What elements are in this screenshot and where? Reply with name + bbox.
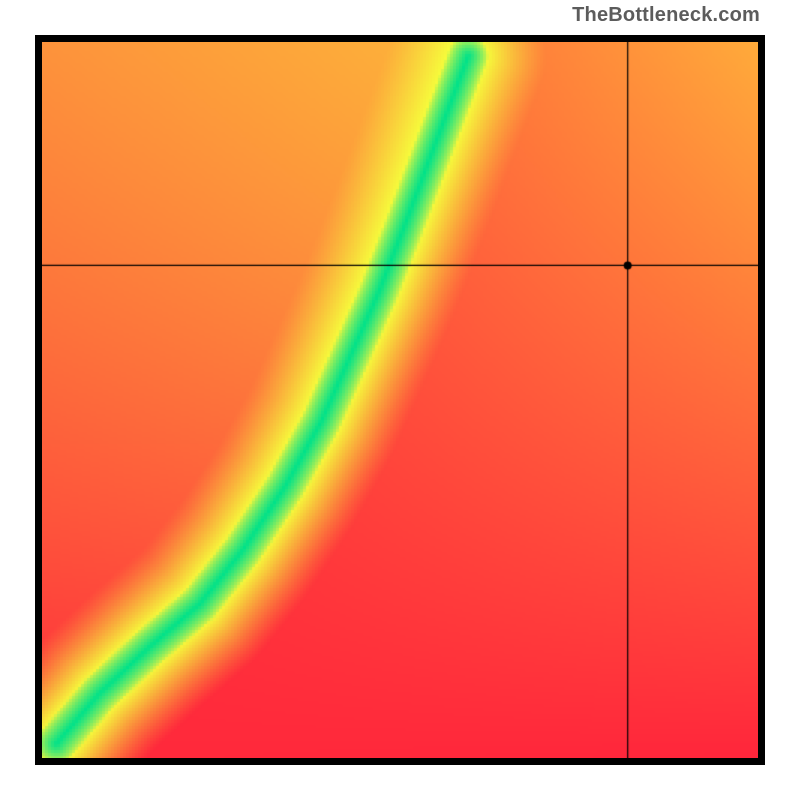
watermark-text: TheBottleneck.com [572, 4, 760, 27]
heatmap-canvas [42, 42, 758, 758]
chart-container: { "watermark": { "text": "TheBottleneck.… [0, 0, 800, 800]
